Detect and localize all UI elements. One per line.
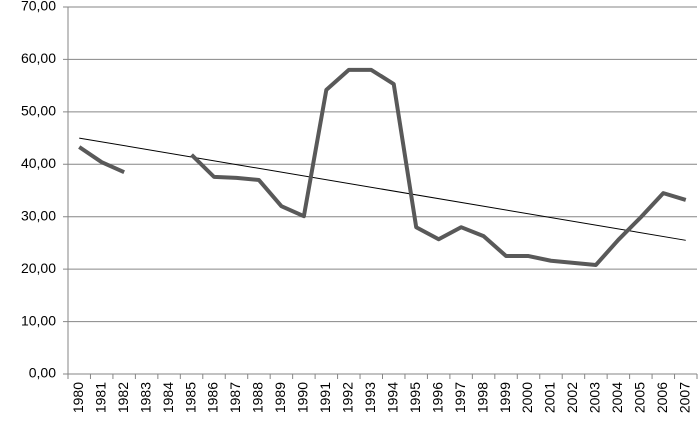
y-tick-label: 10,00 — [21, 312, 56, 328]
x-tick-label: 1989 — [272, 382, 288, 413]
y-tick-label: 20,00 — [21, 260, 56, 276]
x-tick-label: 1991 — [317, 382, 333, 413]
y-tick-label: 30,00 — [21, 207, 56, 223]
y-tick-label: 0,00 — [29, 365, 56, 381]
x-tick-label: 1996 — [429, 382, 445, 413]
x-tick-label: 1998 — [474, 382, 490, 413]
x-tick-label: 1981 — [92, 382, 108, 413]
y-tick-label: 70,00 — [21, 0, 56, 14]
x-tick-label: 1986 — [205, 382, 221, 413]
x-tick-label: 1993 — [362, 382, 378, 413]
x-tick-label: 1987 — [227, 382, 243, 413]
x-tick-label: 1994 — [384, 382, 400, 413]
y-tick-label: 40,00 — [21, 155, 56, 171]
x-tick-label: 2003 — [587, 382, 603, 413]
x-tick-label: 1999 — [497, 382, 513, 413]
x-tick-label: 2000 — [519, 382, 535, 413]
x-tick-label: 1995 — [407, 382, 423, 413]
x-tick-label: 1980 — [70, 382, 86, 413]
data-line — [78, 67, 687, 267]
x-tick-label: 2007 — [676, 382, 692, 413]
x-tick-label: 2004 — [609, 382, 625, 413]
x-tick-label: 2002 — [564, 382, 580, 413]
x-tick-label: 1985 — [182, 382, 198, 413]
y-tick-label: 60,00 — [21, 50, 56, 66]
x-tick-label: 1992 — [340, 382, 356, 413]
x-tick-label: 1983 — [137, 382, 153, 413]
x-tick-label: 1982 — [115, 382, 131, 413]
x-tick-label: 2005 — [632, 382, 648, 413]
x-tick-label: 1984 — [160, 382, 176, 413]
x-tick-label: 1988 — [250, 382, 266, 413]
x-tick-label: 1997 — [452, 382, 468, 413]
trend-line — [79, 137, 686, 241]
x-tick-label: 2006 — [654, 382, 670, 413]
x-tick-label: 1990 — [295, 382, 311, 413]
x-tick-label: 2001 — [542, 382, 558, 413]
y-tick-label: 50,00 — [21, 103, 56, 119]
